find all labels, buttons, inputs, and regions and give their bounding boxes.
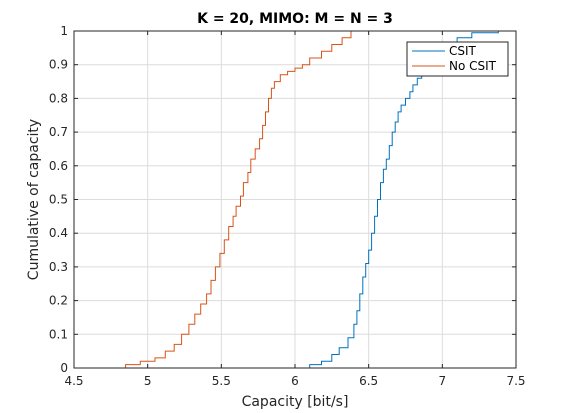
x-tick-label: 7 bbox=[439, 374, 447, 388]
x-tick-label: 7.5 bbox=[506, 374, 525, 388]
y-tick-label: 0.9 bbox=[49, 58, 68, 72]
y-tick-label: 0.6 bbox=[49, 159, 68, 173]
x-tick-label: 4.5 bbox=[64, 374, 83, 388]
legend-box bbox=[406, 41, 509, 77]
y-tick-label: 0.1 bbox=[49, 327, 68, 341]
x-tick-label: 6 bbox=[291, 374, 299, 388]
x-tick-label: 5 bbox=[144, 374, 152, 388]
y-tick-label: 0.4 bbox=[49, 226, 68, 240]
y-tick-label: 0.5 bbox=[49, 193, 68, 207]
y-tick-label: 0 bbox=[60, 361, 68, 375]
chart-title: K = 20, MIMO: M = N = 3 bbox=[197, 11, 393, 27]
x-tick-label: 5.5 bbox=[212, 374, 231, 388]
legend-entry: No CSIT bbox=[449, 59, 497, 73]
y-tick-label: 0.3 bbox=[49, 260, 68, 274]
axis-ticks: 4.5 5 5.5 6 6.5 7 7.5 0 0.1 0.2 0.3 0.4 0.5 0.6 0.7 0.8… bbox=[49, 24, 526, 388]
y-tick-label: 0.2 bbox=[49, 294, 68, 308]
legend-entry: CSIT bbox=[449, 44, 477, 58]
x-axis-label: Capacity [bit/s] bbox=[242, 394, 349, 410]
series-line-1 bbox=[115, 31, 352, 369]
x-tick-label: 6.5 bbox=[359, 374, 378, 388]
y-tick-label: 1 bbox=[60, 24, 68, 38]
y-axis-label: Cumulative of capacity bbox=[26, 119, 42, 280]
y-tick-label: 0.8 bbox=[49, 91, 68, 105]
y-tick-label: 0.7 bbox=[49, 125, 68, 139]
